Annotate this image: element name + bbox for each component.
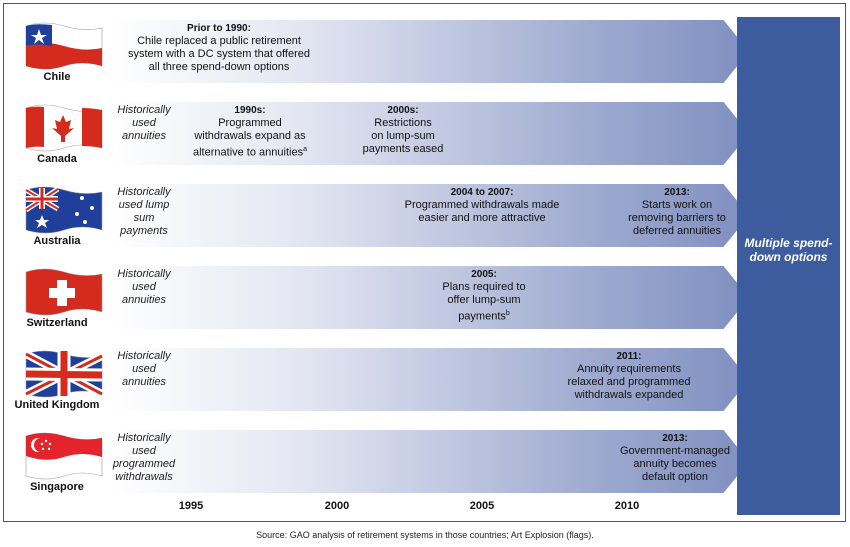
annotation-line: alternative to annuities <box>193 146 304 159</box>
annotation-line: easier and more attractive <box>418 212 546 224</box>
annotation-line: system with a DC system that offered <box>128 48 310 60</box>
canada-flag-icon <box>25 104 103 152</box>
year-label-2005: 2005 <box>469 500 495 512</box>
country-label: Chile <box>43 71 71 83</box>
year-label-2000: 2000 <box>324 500 350 512</box>
annotation-2013-singapore: 2013: Government-managed annuity becomes… <box>616 432 734 484</box>
history-note: Historically used annuities <box>117 268 171 306</box>
annotation-line: relaxed and programmed <box>567 376 691 388</box>
switzerland-flag-icon <box>25 268 103 316</box>
annotation-line: Annuity requirements <box>577 363 681 375</box>
united-kingdom-flag-icon <box>24 350 104 398</box>
history-note: Historically used annuities <box>117 104 171 142</box>
annotation-line: payments <box>458 310 506 323</box>
row-chile: Chile Prior to 1990: Chile replaced a pu… <box>4 11 764 93</box>
row-switzerland: Switzerland Historically used annuities … <box>4 257 764 339</box>
country-label: United Kingdom <box>14 399 100 411</box>
annotation-line: annuity becomes <box>633 458 717 470</box>
timeline-arrow <box>112 348 749 411</box>
country-label: Singapore <box>30 481 84 493</box>
annotation-heading: 2000s: <box>387 105 419 116</box>
australia-flag-icon <box>24 186 103 234</box>
country-label: Canada <box>37 153 77 165</box>
footnote-marker: a <box>303 146 307 153</box>
annotation-line: Chile replaced a public retirement <box>137 35 301 47</box>
annotation-line: all three spend-down options <box>148 61 290 73</box>
annotation-line: on lump-sum <box>371 130 435 142</box>
annotation-line: Programmed withdrawals made <box>404 199 560 211</box>
year-label-2010: 2010 <box>614 500 640 512</box>
annotation-line: Plans required to <box>442 281 526 293</box>
annotation-heading: 2013: <box>664 187 690 198</box>
annotation-2013-australia: 2013: Starts work on removing barriers t… <box>622 186 732 238</box>
timeline-arrow <box>112 184 749 247</box>
annotation-2011: 2011: Annuity requirements relaxed and p… <box>564 350 694 402</box>
annotation-heading: 2004 to 2007: <box>450 187 514 198</box>
annotation-line: deferred annuities <box>632 225 722 237</box>
annotation-line: Restrictions <box>374 117 432 129</box>
singapore-flag-icon <box>25 432 103 480</box>
annotation-line: removing barriers to <box>628 212 726 224</box>
annotation-heading: 2005: <box>471 269 497 280</box>
annotation-heading: 2011: <box>616 351 642 362</box>
multiple-options-box: Multiple spend-down options <box>737 17 840 515</box>
history-note: Historically used lump sum payments <box>117 186 171 237</box>
annotation-prior-1990: Prior to 1990: Chile replaced a public r… <box>122 22 316 74</box>
annotation-line: payments eased <box>362 143 444 155</box>
annotation-heading: Prior to 1990: <box>187 23 251 34</box>
history-note: Historically used programmed withdrawals <box>112 432 176 483</box>
timeline-arrow <box>112 102 749 165</box>
annotation-1990s: 1990s: Programmed withdrawals expand as … <box>186 104 314 160</box>
timeline-arrow <box>112 266 749 329</box>
annotation-line: offer lump-sum <box>447 294 521 306</box>
country-label: Australia <box>33 235 81 247</box>
timeline-arrow <box>112 430 749 493</box>
footnote-marker: b <box>505 310 510 317</box>
source-note: Source: GAO analysis of retirement syste… <box>256 530 594 540</box>
outcome-label: Multiple spend-down options <box>744 236 833 264</box>
row-australia: Australia Historically used lump sum pay… <box>4 175 764 257</box>
row-canada: Canada Historically used annuities 1990s… <box>4 93 764 175</box>
chile-flag-icon <box>25 22 103 70</box>
annotation-2005: 2005: Plans required to offer lump-sum p… <box>434 268 534 324</box>
history-note: Historically used annuities <box>117 350 171 388</box>
annotation-heading: 1990s: <box>234 105 266 116</box>
annotation-line: Programmed <box>218 117 282 129</box>
year-label-1995: 1995 <box>178 500 204 512</box>
annotation-line: Starts work on <box>641 199 713 211</box>
row-united-kingdom: United Kingdom Historically used annuiti… <box>4 339 764 421</box>
annotation-line: withdrawals expand as <box>194 130 306 142</box>
annotation-line: default option <box>641 471 709 483</box>
annotation-2004-2007: 2004 to 2007: Programmed withdrawals mad… <box>402 186 562 225</box>
annotation-heading: 2013: <box>662 433 688 444</box>
annotation-2000s: 2000s: Restrictions on lump-sum payments… <box>358 104 448 156</box>
timeline-arrow <box>112 20 749 83</box>
country-label: Switzerland <box>26 317 88 329</box>
row-singapore: Singapore Historically used programmed w… <box>4 421 764 503</box>
figure-frame: Chile Prior to 1990: Chile replaced a pu… <box>3 3 846 522</box>
annotation-line: withdrawals expanded <box>574 389 684 401</box>
annotation-line: Government-managed <box>619 445 731 457</box>
